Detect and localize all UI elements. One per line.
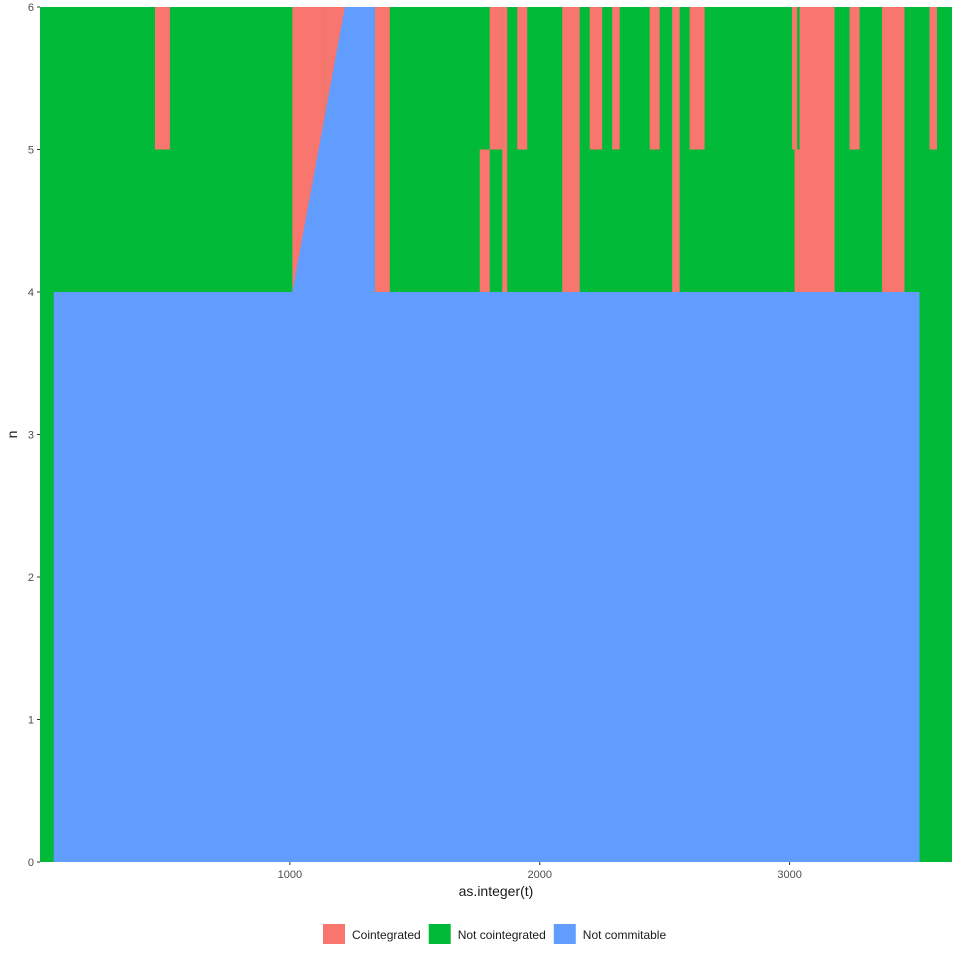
y-tick-label: 6 <box>28 2 34 14</box>
series-cointegrated-segment-4 <box>374 7 390 292</box>
x-tick-label: 3000 <box>777 869 801 881</box>
y-tick-label: 4 <box>28 287 34 299</box>
x-tick-label: 2000 <box>527 869 551 881</box>
legend-label-1: Not cointegrated <box>458 928 546 942</box>
series-cointegrated-segment-18 <box>849 7 860 150</box>
y-tick-label: 3 <box>28 430 34 442</box>
y-axis: 0 1 2 3 4 5 6 <box>28 2 40 869</box>
series-not-commitable-area <box>40 7 952 862</box>
series-cointegrated-segment-10 <box>589 7 603 150</box>
x-axis: 1000 2000 3000 <box>278 862 802 881</box>
series-cointegrated-segment-7 <box>502 7 508 292</box>
y-tick-label: 0 <box>28 857 34 869</box>
y-tick-label: 2 <box>28 572 34 584</box>
series-cointegrated-segment-15 <box>792 7 798 150</box>
series-cointegrated-segment-5 <box>479 149 490 292</box>
series-cointegrated-segment-6 <box>489 7 503 150</box>
legend-label-0: Cointegrated <box>352 928 421 942</box>
x-tick-label: 1000 <box>278 869 302 881</box>
series-cointegrated-segment-11 <box>612 7 620 150</box>
plot-panel <box>40 7 952 862</box>
series-cointegrated-segment-9 <box>562 7 580 292</box>
series-cointegrated-segment-13 <box>672 7 680 292</box>
series-cointegrated-segment-17 <box>799 7 835 292</box>
series-cointegrated-segment-8 <box>517 7 528 150</box>
y-tick-label: 5 <box>28 145 34 157</box>
legend-label-2: Not commitable <box>583 928 667 942</box>
y-axis-title: n <box>4 431 20 439</box>
series-cointegrated-segment-14 <box>689 7 705 150</box>
x-axis-title: as.integer(t) <box>459 883 534 899</box>
series-cointegrated-segment-12 <box>649 7 660 150</box>
series-cointegrated-segment-19 <box>882 7 905 292</box>
series-cointegrated-segment-20 <box>929 7 938 150</box>
legend: Cointegrated Not cointegrated Not commitab… <box>323 924 666 944</box>
y-tick-label: 1 <box>28 715 34 727</box>
legend-swatch-0 <box>323 924 345 944</box>
series-cointegrated-segment-16 <box>794 149 800 292</box>
series-cointegrated-segment-0 <box>154 7 170 150</box>
legend-swatch-1 <box>428 924 451 944</box>
legend-swatch-2 <box>553 924 576 944</box>
